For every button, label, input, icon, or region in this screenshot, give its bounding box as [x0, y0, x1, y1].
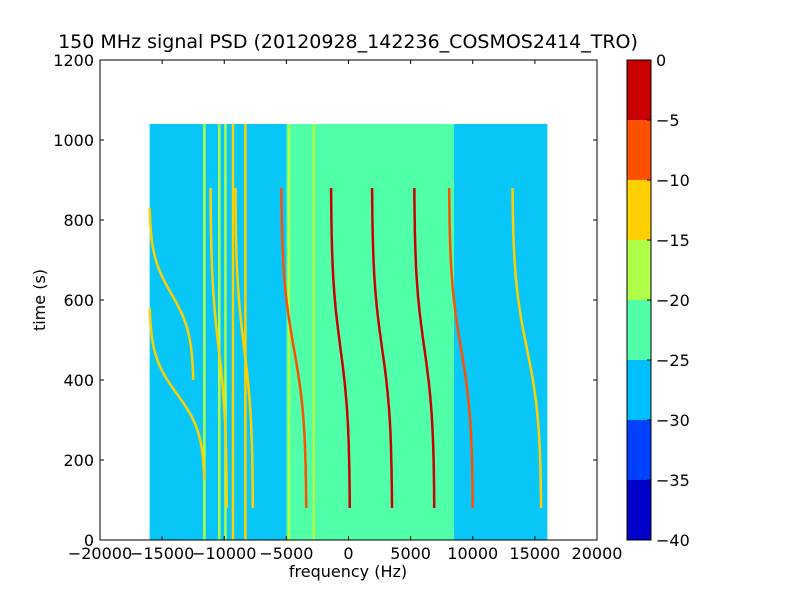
x-tick-label: 5000: [390, 544, 431, 563]
colorbar-segment: [627, 60, 651, 120]
doppler-trace: [413, 188, 436, 508]
colorbar-tick-label: −25: [656, 351, 690, 370]
colorbar-segment: [627, 240, 651, 300]
colorbar: −40 −35 −30 −25 −20 −15 −10 −5 0: [626, 51, 690, 550]
y-tick-label: 1200: [53, 51, 94, 70]
y-tick-label: 600: [63, 291, 94, 310]
doppler-trace: [148, 307, 206, 481]
colorbar-segment: [627, 300, 651, 360]
colorbar-segment: [627, 360, 651, 420]
y-tick-label: 400: [63, 371, 94, 390]
doppler-trace: [234, 187, 255, 508]
doppler-trace: [370, 188, 394, 508]
x-tick-label: −10000: [192, 544, 256, 563]
x-tick-label: −15000: [130, 544, 194, 563]
colorbar-tick-label: −5: [656, 111, 680, 130]
colorbar-segment: [627, 180, 651, 240]
x-tick-label: 15000: [509, 544, 560, 563]
doppler-trace: [209, 188, 228, 508]
colorbar-tick-label: −10: [656, 171, 690, 190]
y-tick-label: 200: [63, 451, 94, 470]
plot-area: [148, 124, 548, 540]
x-tick-label: −20000: [68, 544, 132, 563]
colorbar-tick-label: −40: [656, 531, 690, 550]
chart-title: 150 MHz signal PSD (20120928_142236_COSM…: [58, 31, 638, 53]
y-tick-label: 0: [84, 531, 94, 550]
doppler-trace: [280, 188, 308, 509]
x-tick-label: 0: [343, 544, 353, 563]
colorbar-tick-label: −20: [656, 291, 690, 310]
x-tick-label: 20000: [572, 544, 623, 563]
colorbar-segment: [627, 120, 651, 180]
noise-band: [454, 124, 548, 540]
x-axis-title: frequency (Hz): [289, 562, 407, 581]
y-tick-label: 1000: [53, 131, 94, 150]
y-tick-label: 800: [63, 211, 94, 230]
colorbar-segment: [627, 420, 651, 480]
colorbar-segment: [627, 480, 651, 540]
doppler-trace: [447, 187, 475, 509]
y-axis: 0 200 400 600 800 1000 1200: [53, 51, 597, 550]
doppler-trace: [511, 187, 543, 509]
x-tick-label: −5000: [259, 544, 313, 563]
x-axis: −20000−15000−10000 −5000 0 5000 10000 15000 20…: [68, 60, 623, 563]
x-tick-label: 10000: [447, 544, 498, 563]
doppler-trace: [329, 188, 351, 508]
y-axis-title: time (s): [30, 269, 49, 331]
colorbar-tick-label: −15: [656, 231, 690, 250]
colorbar-tick-label: 0: [656, 51, 666, 70]
noise-band: [149, 124, 237, 540]
doppler-trace: [148, 207, 195, 381]
colorbar-tick-label: −35: [656, 471, 690, 490]
colorbar-tick-label: −30: [656, 411, 690, 430]
